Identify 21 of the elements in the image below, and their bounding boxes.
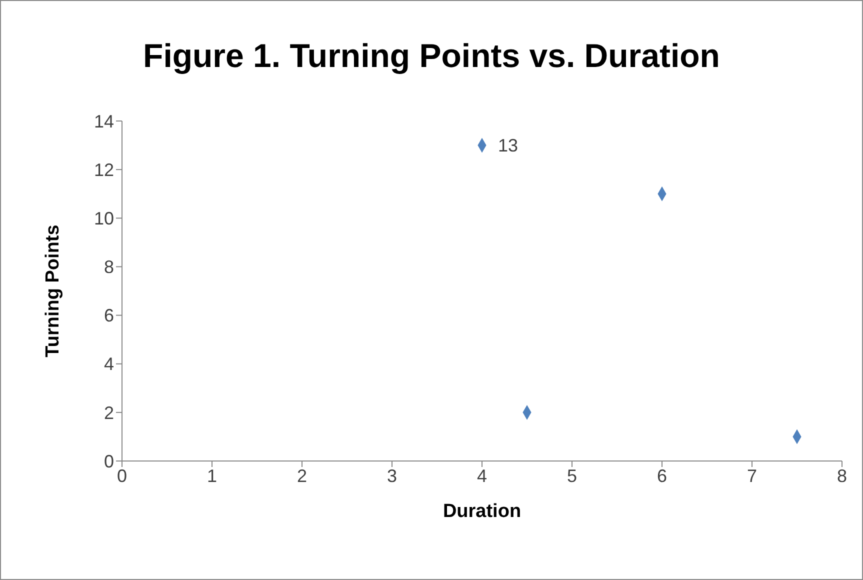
x-tick-label: 8 bbox=[836, 466, 848, 486]
x-tick-label: 7 bbox=[746, 466, 758, 486]
x-tick-label: 4 bbox=[476, 466, 488, 486]
data-label: 13 bbox=[498, 136, 518, 156]
x-tick-label: 3 bbox=[386, 466, 398, 486]
y-axis-title: Turning Points bbox=[42, 224, 64, 358]
x-tick-label: 2 bbox=[296, 466, 308, 486]
x-tick-label: 1 bbox=[206, 466, 218, 486]
y-tick-label: 10 bbox=[94, 208, 114, 229]
x-axis-title: Duration bbox=[442, 501, 522, 522]
y-tick-label: 14 bbox=[94, 111, 114, 132]
y-tick-label: 0 bbox=[104, 451, 114, 472]
x-tick-label: 5 bbox=[566, 466, 578, 486]
chart-title: Figure 1. Turning Points vs. Duration bbox=[142, 37, 721, 75]
y-tick-label: 2 bbox=[104, 402, 114, 423]
y-tick-label: 6 bbox=[104, 306, 114, 326]
y-tick-label: 8 bbox=[104, 257, 114, 278]
x-tick-label: 6 bbox=[656, 466, 668, 486]
y-tick-label: 4 bbox=[104, 354, 114, 374]
x-tick-label: 0 bbox=[116, 466, 128, 486]
y-tick-label: 12 bbox=[94, 160, 114, 180]
